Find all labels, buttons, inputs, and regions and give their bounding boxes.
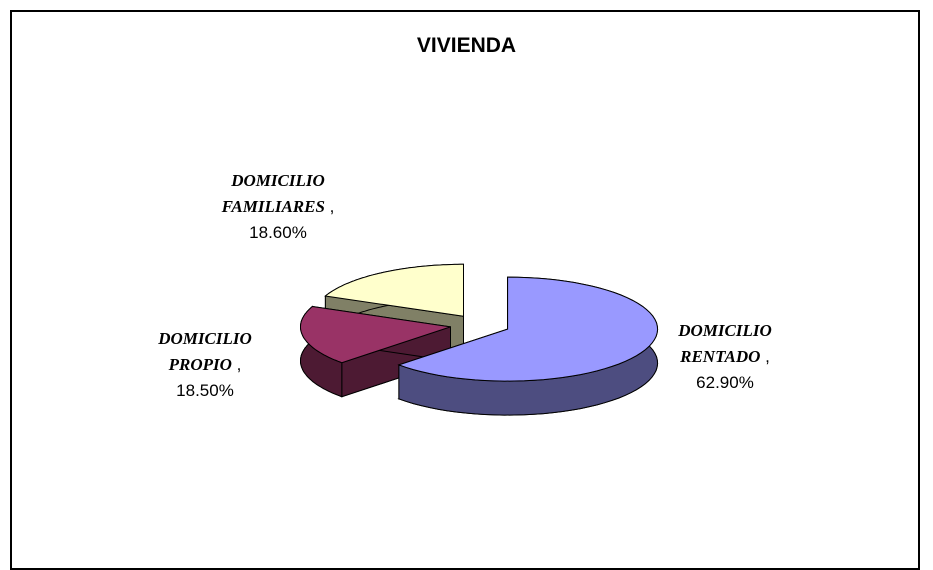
label-separator: , [765, 347, 770, 366]
label-separator: , [329, 197, 335, 216]
label-separator: , [236, 355, 242, 374]
value-label: 62.90% [696, 373, 754, 392]
data-label: DOMICILIO FAMILIARES , 18.60% [203, 168, 353, 246]
slice [300, 305, 451, 364]
chart-title: VIVIENDA [416, 34, 517, 57]
value-label: 18.60% [249, 223, 307, 242]
value-label: 18.50% [176, 381, 234, 400]
slice [324, 263, 464, 317]
data-label: DOMICILIO PROPIO , 18.50% [130, 326, 280, 404]
category-label: DOMICILIO FAMILIARES [221, 171, 325, 216]
slice [397, 276, 659, 382]
category-label: DOMICILIO RENTADO [678, 321, 772, 366]
category-label: DOMICILIO PROPIO [158, 329, 252, 374]
data-label: DOMICILIO RENTADO , 62.90% [650, 318, 800, 396]
